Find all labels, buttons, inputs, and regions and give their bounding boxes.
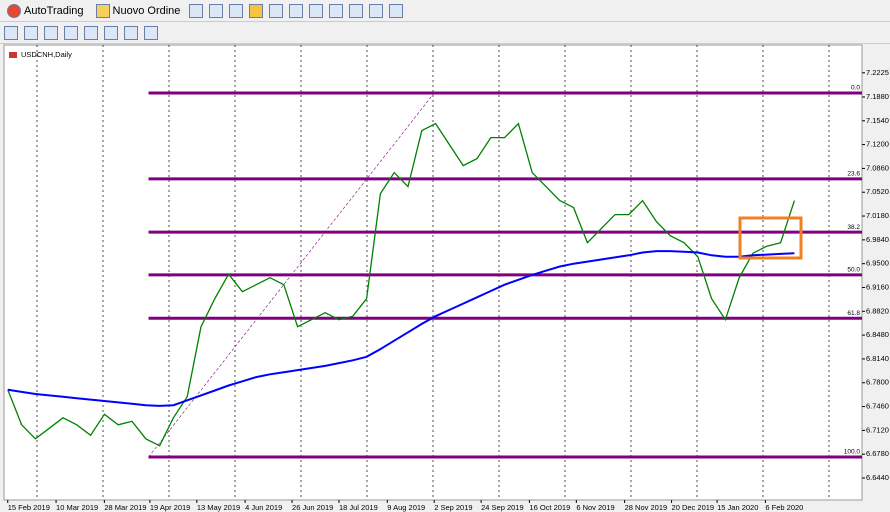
icon	[7, 3, 21, 18]
fib-label: 38.2	[847, 224, 860, 231]
y-tick-label: 6.7800	[866, 378, 889, 387]
x-tick-label: 6 Nov 2019	[576, 503, 614, 512]
x-tick-label: 15 Feb 2019	[8, 503, 50, 512]
fib-label: 0.0	[851, 85, 860, 92]
y-tick-label: 6.7120	[866, 425, 889, 434]
highlight-box	[738, 216, 803, 260]
fib-label: 23.6	[847, 171, 860, 178]
tool-icon[interactable]	[24, 25, 38, 40]
tool-icon[interactable]	[269, 3, 284, 18]
y-tick-label: 7.1880	[866, 92, 889, 101]
tool-icon[interactable]	[329, 3, 344, 18]
x-tick-label: 13 May 2019	[197, 503, 240, 512]
drawing-toolbar	[0, 22, 890, 44]
y-tick-label: 6.7460	[866, 402, 889, 411]
y-tick-label: 7.0180	[866, 211, 889, 220]
x-tick-label: 4 Jun 2019	[245, 503, 282, 512]
y-tick-label: 7.1200	[866, 140, 889, 149]
tool-icon[interactable]	[189, 3, 204, 18]
x-tick-label: 16 Oct 2019	[529, 503, 570, 512]
tool-icon[interactable]	[124, 25, 138, 40]
x-tick-label: 10 Mar 2019	[56, 503, 98, 512]
y-tick-label: 6.8480	[866, 330, 889, 339]
tool-icon[interactable]	[104, 25, 118, 40]
y-tick-label: 6.9840	[866, 235, 889, 244]
y-tick-label: 6.9160	[866, 282, 889, 291]
x-tick-label: 26 Jun 2019	[292, 503, 333, 512]
tool-icon[interactable]	[4, 25, 18, 40]
x-tick-label: 15 Jan 2020	[717, 503, 758, 512]
button-label: Nuovo Ordine	[112, 4, 181, 17]
y-tick-label: 7.0860	[866, 163, 889, 172]
x-tick-label: 18 Jul 2019	[339, 503, 378, 512]
tool-icon[interactable]	[289, 3, 304, 18]
tool-icon[interactable]	[64, 25, 78, 40]
x-tick-label: 28 Mar 2019	[104, 503, 146, 512]
chart-title: USDCNH,Daily	[21, 50, 72, 59]
y-tick-label: 7.0520	[866, 187, 889, 196]
tool-icon[interactable]	[389, 3, 404, 18]
button-label: AutoTrading	[24, 4, 84, 17]
tool-icon[interactable]	[209, 3, 224, 18]
series-line	[7, 122, 796, 447]
symbol-icon	[9, 52, 17, 58]
fib-label: 50.0	[847, 267, 860, 274]
y-tick-label: 6.6780	[866, 449, 889, 458]
chart: USDCNH,Daily 7.2225 7.1880 7.1540 7.1200 7.0…	[3, 44, 889, 512]
tool-icon[interactable]	[44, 25, 58, 40]
x-tick-label: 6 Feb 2020	[765, 503, 803, 512]
tool-icon[interactable]	[309, 3, 324, 18]
fib-label: 100.0	[844, 449, 861, 456]
x-tick-label: 24 Sep 2019	[481, 503, 524, 512]
y-tick-label: 6.6440	[866, 473, 889, 482]
new-order-button[interactable]: Nuovo Ordine	[93, 3, 184, 18]
icon	[95, 3, 110, 18]
x-tick-label: 9 Aug 2019	[387, 503, 425, 512]
tool-icon[interactable]	[349, 3, 364, 18]
y-tick-label: 7.2225	[866, 68, 889, 77]
tool-icon[interactable]	[144, 25, 158, 40]
x-tick-label: 19 Apr 2019	[150, 503, 190, 512]
x-tick-label: 28 Nov 2019	[625, 503, 668, 512]
y-tick-label: 6.9500	[866, 259, 889, 268]
y-tick-label: 6.8820	[866, 306, 889, 315]
tool-icon[interactable]	[369, 3, 384, 18]
autotrading-button[interactable]: AutoTrading	[4, 3, 87, 18]
fib-label: 61.8	[847, 310, 860, 317]
tool-icon[interactable]	[229, 3, 244, 18]
x-tick-label: 2 Sep 2019	[434, 503, 472, 512]
x-tick-label: 20 Dec 2019	[672, 503, 715, 512]
y-tick-label: 7.1540	[866, 116, 889, 125]
tool-icon[interactable]	[84, 25, 98, 40]
y-tick-label: 6.8140	[866, 354, 889, 363]
tool-icon[interactable]	[249, 3, 264, 18]
main-toolbar: AutoTrading Nuovo Ordine	[0, 0, 890, 22]
series-line	[7, 250, 795, 407]
